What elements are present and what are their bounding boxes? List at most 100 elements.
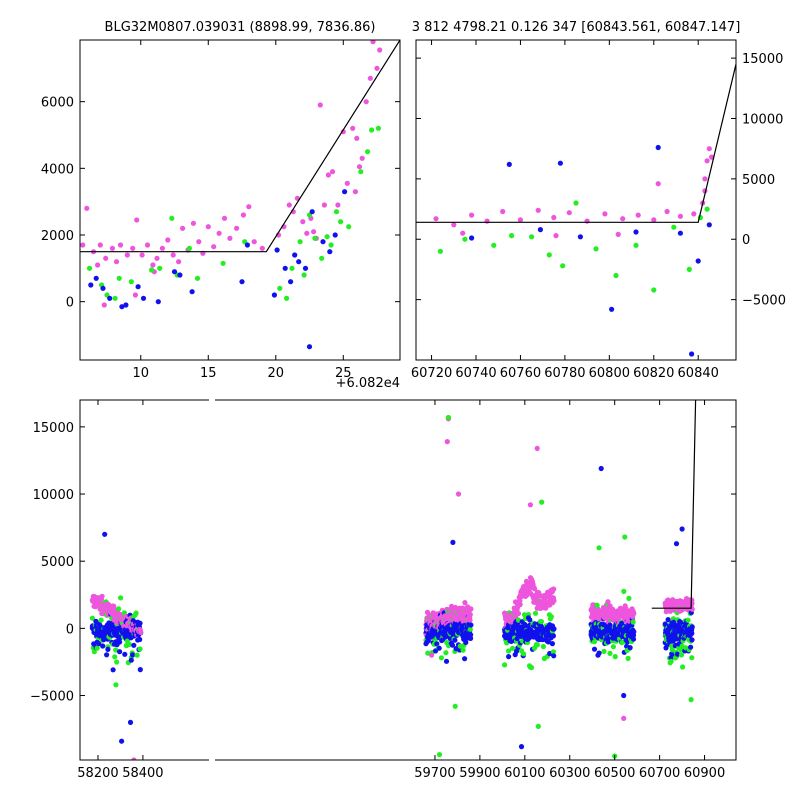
point-green-89: [333, 209, 340, 215]
point-blue-52: [695, 258, 701, 264]
point-blue-100: [119, 304, 125, 310]
point-blue-50: [655, 144, 661, 151]
point-magenta-8: [566, 210, 572, 216]
point-blue-98: [100, 285, 106, 291]
point-magenta-4: [97, 242, 103, 248]
point-magenta-6: [535, 207, 541, 213]
point-blue-47: [577, 234, 584, 240]
point-blue-44: [506, 161, 512, 167]
point-magenta-25: [553, 233, 559, 239]
point-blue-167: [110, 667, 116, 673]
point-magenta-7: [113, 259, 120, 265]
point-magenta-1947: [429, 652, 435, 658]
point-green-91: [346, 224, 352, 230]
point-green-68: [112, 295, 118, 301]
y-tick-label: −5000: [742, 294, 786, 309]
point-magenta-1944: [527, 502, 534, 508]
point-magenta-27: [216, 230, 222, 236]
point-magenta-50: [344, 180, 350, 186]
x-tick-label: 60100: [504, 766, 545, 781]
point-magenta-5: [103, 255, 109, 261]
point-green-36: [613, 272, 619, 279]
point-green-768: [467, 626, 473, 632]
point-green-1366: [610, 644, 617, 650]
point-magenta-0: [80, 242, 86, 248]
point-green-28: [462, 236, 468, 242]
point-green-776: [502, 662, 508, 668]
x-tick-label: 25: [335, 366, 352, 381]
point-blue-49: [633, 229, 639, 235]
point-blue-1150: [549, 641, 556, 647]
point-blue-381: [137, 620, 143, 626]
point-green-30: [509, 233, 515, 239]
point-magenta-51: [350, 125, 356, 131]
x-tick-label: 20: [268, 366, 285, 381]
point-blue-772: [468, 635, 474, 642]
point-blue-1963: [119, 738, 125, 744]
point-green-1953: [436, 752, 443, 758]
point-green-1932: [689, 655, 695, 661]
axis-break-top: [209, 397, 215, 403]
x-tick-label: 60820: [633, 366, 674, 381]
point-green-72: [157, 265, 163, 271]
x-tick-label: 60840: [678, 366, 719, 381]
point-green-1957: [452, 703, 458, 709]
point-magenta-48: [335, 202, 341, 208]
point-magenta-59: [356, 164, 363, 170]
point-green-79: [277, 285, 283, 291]
point-blue-384: [137, 667, 143, 673]
point-blue-109: [244, 242, 250, 248]
point-blue-101: [123, 302, 129, 308]
point-blue-51: [677, 230, 684, 236]
point-blue-1966: [621, 692, 627, 699]
point-magenta-1: [451, 222, 457, 228]
point-magenta-775: [468, 606, 474, 612]
point-magenta-47: [329, 169, 336, 175]
y-tick-label: 15000: [33, 421, 74, 436]
point-green-92: [358, 169, 364, 175]
point-magenta-1939: [689, 606, 695, 612]
point-magenta-29: [227, 235, 233, 241]
point-blue-1595: [665, 617, 671, 623]
point-green-71: [149, 267, 155, 273]
point-blue-974: [527, 617, 533, 623]
point-magenta-10: [602, 211, 608, 217]
point-green-706: [460, 647, 466, 653]
point-green-931: [521, 612, 528, 618]
point-green-186: [113, 647, 119, 653]
point-green-357: [134, 652, 140, 658]
point-green-986: [528, 664, 535, 671]
point-magenta-12: [635, 212, 641, 218]
point-blue-809: [506, 654, 512, 660]
point-magenta-1318: [605, 599, 611, 605]
point-blue-1564: [663, 645, 669, 651]
point-green-1878: [685, 617, 691, 623]
y-tick-label: −5000: [30, 690, 74, 705]
point-magenta-31: [240, 212, 246, 218]
point-green-83: [301, 272, 307, 278]
y-tick-label: 0: [66, 622, 74, 637]
x-tick-label: 58200: [77, 766, 118, 781]
point-green-77: [220, 260, 226, 266]
point-magenta-899: [517, 601, 523, 608]
point-green-1948: [445, 414, 451, 421]
point-magenta-45: [321, 202, 327, 208]
x-tick-label: 59700: [414, 766, 455, 781]
x-tick-label: 10: [132, 366, 149, 381]
point-green-225: [118, 595, 124, 601]
point-magenta-60: [352, 189, 358, 195]
point-magenta-25: [205, 224, 211, 230]
point-blue-322: [130, 652, 136, 658]
point-magenta-5: [517, 217, 524, 223]
point-magenta-46: [325, 172, 331, 178]
point-blue-1197: [591, 646, 598, 652]
point-blue-116: [302, 265, 309, 271]
model-line: [416, 64, 736, 223]
data-points: [89, 414, 695, 760]
chart-1-x-offset-label: +6.082e4: [336, 376, 400, 391]
point-magenta-1945: [131, 757, 137, 760]
point-green-1141: [548, 614, 555, 620]
point-green-1281: [601, 648, 607, 655]
point-blue-115: [296, 259, 302, 265]
point-blue-122: [342, 189, 348, 195]
